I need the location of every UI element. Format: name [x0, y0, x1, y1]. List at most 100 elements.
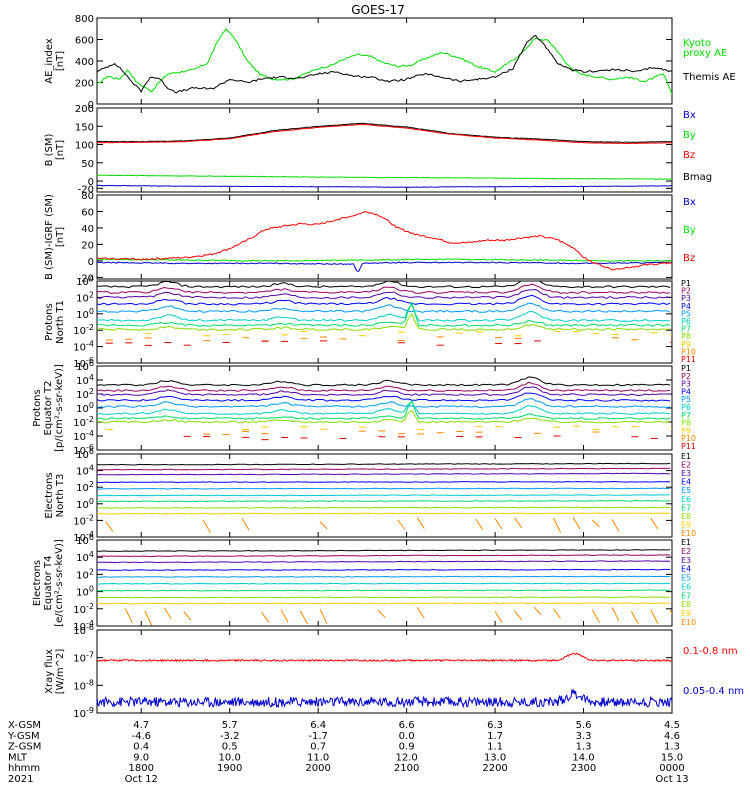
channel-segment [319, 608, 328, 625]
y-axis-label-line: [p/(cm²-s-sr-keV)] [54, 364, 65, 452]
ephemeris-value: 14.0 [572, 752, 594, 763]
ephemeris-value: 0.4 [133, 742, 149, 753]
panel-bsm: -200 50 100 150 200 B (SM) [nT] Bx By Bz Bmag [44, 104, 712, 195]
channel-segment [397, 519, 406, 530]
ephemeris-value: 6.4 [310, 720, 326, 731]
y-axis-label: B (SM)-IGRF (SM) [nT] [44, 194, 66, 280]
channel-line [97, 554, 671, 557]
y-axis-label-line: AE_index [44, 38, 55, 84]
channel-segment [553, 517, 561, 533]
ephemeris-value: 0.7 [310, 742, 326, 753]
channel-line [97, 494, 671, 497]
legend-channel-label: P6 [681, 317, 691, 326]
legend-channel-label: E4 [681, 478, 691, 487]
legend-entry: Themis AE [682, 72, 736, 83]
channel-line [97, 568, 671, 571]
legend-channel-label: P1 [681, 279, 691, 288]
series-line [97, 122, 672, 144]
series-line [97, 258, 672, 262]
channel-segment [163, 607, 172, 620]
legend-entry: 0.1-0.8 nm [683, 646, 738, 657]
channel-line [97, 381, 671, 392]
legend-channel-label: P9 [681, 426, 691, 435]
ephemeris-value: 0000 [659, 763, 684, 774]
ephemeris-value: 1.1 [487, 742, 503, 753]
legend-channel-label: P10 [681, 434, 696, 443]
channel-line [97, 399, 671, 420]
panel-frame [96, 280, 673, 364]
plot-area [97, 549, 672, 626]
y-axis-label-line: Electrons [44, 472, 55, 518]
ephemeris-value: 5.7 [222, 720, 238, 731]
channel-segment [650, 517, 659, 530]
y-tick-label: 0 [88, 257, 94, 268]
legend-entry: By [683, 225, 696, 236]
channel-line [97, 409, 671, 424]
panel-frame [96, 539, 673, 627]
y-tick-label: 10-4 [73, 429, 94, 443]
legend-channel-label: E6 [681, 495, 691, 504]
channel-line [97, 401, 671, 416]
xray-line [97, 652, 672, 663]
y-tick-label: 10-7 [73, 651, 94, 665]
xray-line [97, 688, 672, 709]
y-tick-label: 10-2 [73, 602, 94, 616]
legend-entry: proxy AE [683, 48, 727, 59]
y-axis-label-line: Equator T2 [43, 381, 54, 436]
channel-segment [475, 518, 484, 530]
legend-entry: By [683, 130, 696, 141]
y-axis-label-line: Equator T4 [43, 556, 54, 611]
channel-segment [124, 608, 133, 624]
ephemeris-value: 4.7 [133, 720, 149, 731]
legend-channel-label: E8 [681, 512, 691, 521]
channel-segment [650, 609, 659, 624]
plot-area [97, 652, 672, 709]
y-tick-label: -20 [78, 273, 94, 284]
ephemeris-value: 3.3 [576, 731, 592, 742]
y-tick-label: 10-9 [73, 706, 94, 720]
y-tick-label: 40 [81, 224, 94, 235]
panel-bigrf: -20 0 20 40 60 80 B (SM)-IGRF (SM) [nT] Bx By Bz [44, 191, 696, 284]
y-tick-label: 104 [76, 550, 94, 564]
ephemeris-value: 9.0 [133, 752, 149, 763]
ephemeris-value: 0.9 [399, 742, 415, 753]
channel-line [97, 294, 671, 306]
y-tick-label: 80 [81, 191, 94, 202]
legend-channel-label: P2 [681, 287, 691, 296]
y-tick-label: 104 [76, 373, 94, 387]
legend-entry: 0.05-0.4 nm [683, 686, 744, 697]
legend-channel-label: E9 [681, 609, 691, 618]
legend-entry: Bx [683, 197, 696, 208]
y-tick-label: 10-8 [73, 678, 94, 692]
legend-channel-label: E1 [681, 452, 691, 461]
channel-segment [553, 608, 561, 619]
y-tick-label: 106 [76, 359, 94, 373]
channel-line [97, 549, 671, 552]
legend-channel-label: P10 [681, 347, 696, 356]
ephemeris-value: -4.6 [131, 731, 151, 742]
y-axis-label: B (SM) [nT] [44, 133, 66, 166]
ephemeris-value: 1800 [129, 763, 154, 774]
y-tick-label: 102 [76, 387, 94, 401]
series-line [97, 174, 672, 180]
legend-channel-label: P3 [681, 380, 691, 389]
y-axis-label-line: B (SM)-IGRF (SM) [44, 194, 55, 280]
y-axis-label-line: [W/m^2] [55, 649, 66, 695]
legend-channel-label: P5 [681, 309, 691, 318]
channel-line [97, 462, 671, 466]
y-tick-label: 100 [76, 497, 94, 511]
channel-line [97, 386, 671, 397]
legend-channel-label: E10 [681, 529, 696, 538]
y-tick-label: 10-2 [73, 513, 94, 527]
y-axis-label-line: Electrons [32, 560, 43, 606]
channel-segment [183, 611, 192, 621]
channel-segment [202, 519, 211, 533]
legend-channel-label: E5 [681, 574, 691, 583]
channel-segment [105, 521, 114, 532]
y-tick-label: 106 [76, 447, 94, 461]
y-tick-label: 800 [75, 14, 94, 25]
